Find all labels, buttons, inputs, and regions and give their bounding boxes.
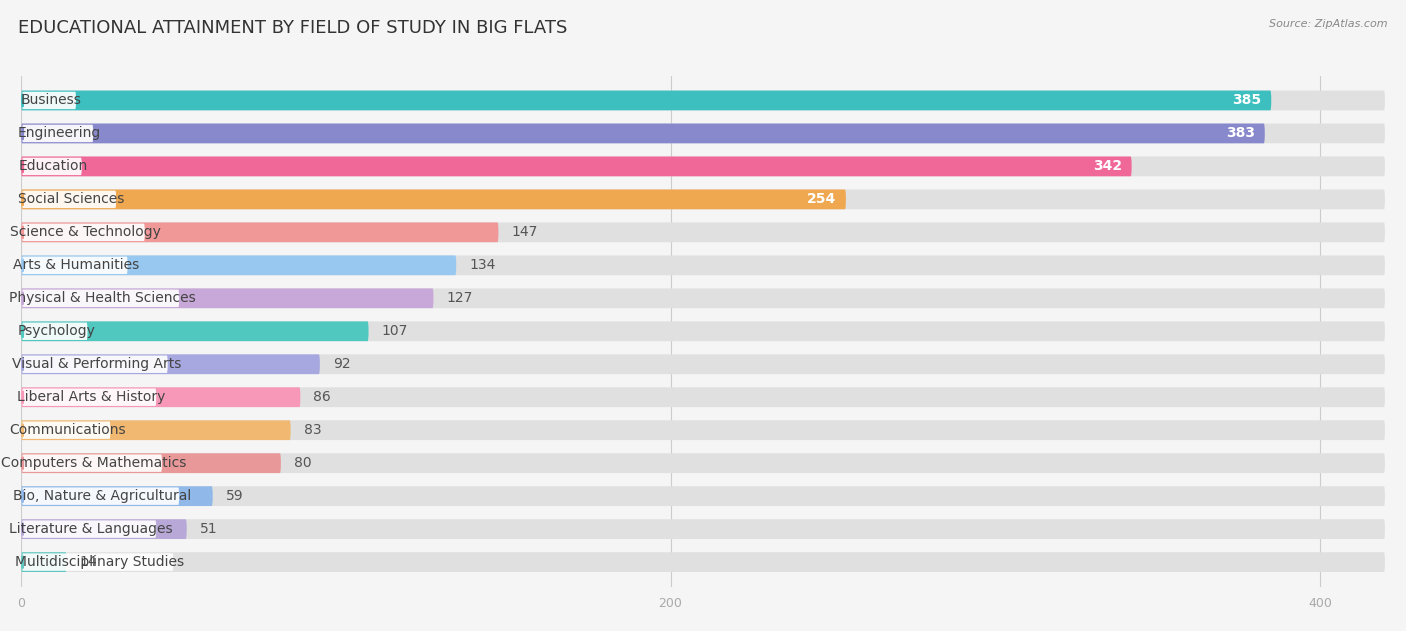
FancyBboxPatch shape [21, 487, 212, 506]
Text: Social Sciences: Social Sciences [18, 192, 124, 206]
Text: Visual & Performing Arts: Visual & Performing Arts [13, 357, 181, 371]
Text: 14: 14 [80, 555, 97, 569]
Text: Science & Technology: Science & Technology [10, 225, 160, 239]
Text: Engineering: Engineering [18, 126, 101, 141]
FancyBboxPatch shape [21, 355, 1385, 374]
FancyBboxPatch shape [21, 256, 456, 275]
FancyBboxPatch shape [21, 552, 1385, 572]
FancyBboxPatch shape [22, 322, 87, 340]
FancyBboxPatch shape [21, 321, 368, 341]
Text: 83: 83 [304, 423, 321, 437]
Text: Psychology: Psychology [18, 324, 96, 338]
FancyBboxPatch shape [22, 91, 76, 109]
FancyBboxPatch shape [21, 124, 1385, 143]
Text: 92: 92 [333, 357, 350, 371]
FancyBboxPatch shape [21, 387, 1385, 407]
FancyBboxPatch shape [21, 387, 301, 407]
Text: Arts & Humanities: Arts & Humanities [14, 258, 139, 273]
Text: 134: 134 [470, 258, 495, 273]
Text: Business: Business [20, 93, 82, 107]
FancyBboxPatch shape [21, 91, 1271, 110]
FancyBboxPatch shape [22, 422, 111, 439]
FancyBboxPatch shape [21, 288, 433, 308]
FancyBboxPatch shape [22, 487, 179, 505]
FancyBboxPatch shape [22, 290, 179, 307]
FancyBboxPatch shape [21, 124, 1265, 143]
FancyBboxPatch shape [21, 453, 281, 473]
Text: 80: 80 [294, 456, 312, 470]
FancyBboxPatch shape [22, 257, 128, 274]
FancyBboxPatch shape [22, 355, 167, 373]
FancyBboxPatch shape [21, 420, 291, 440]
Text: Multidisciplinary Studies: Multidisciplinary Studies [15, 555, 184, 569]
FancyBboxPatch shape [22, 223, 145, 241]
FancyBboxPatch shape [21, 519, 187, 539]
FancyBboxPatch shape [21, 519, 1385, 539]
Text: 51: 51 [200, 522, 218, 536]
FancyBboxPatch shape [22, 158, 82, 175]
Text: Source: ZipAtlas.com: Source: ZipAtlas.com [1270, 19, 1388, 29]
Text: 127: 127 [447, 292, 472, 305]
Text: Bio, Nature & Agricultural: Bio, Nature & Agricultural [13, 489, 191, 503]
FancyBboxPatch shape [21, 189, 1385, 209]
Text: Physical & Health Sciences: Physical & Health Sciences [8, 292, 195, 305]
FancyBboxPatch shape [21, 453, 1385, 473]
FancyBboxPatch shape [22, 553, 173, 571]
Text: 147: 147 [512, 225, 537, 239]
FancyBboxPatch shape [21, 487, 1385, 506]
FancyBboxPatch shape [21, 552, 66, 572]
Text: Computers & Mathematics: Computers & Mathematics [1, 456, 187, 470]
FancyBboxPatch shape [21, 156, 1385, 176]
Text: 385: 385 [1233, 93, 1261, 107]
Text: Liberal Arts & History: Liberal Arts & History [17, 390, 165, 404]
Text: 342: 342 [1092, 160, 1122, 174]
Text: Literature & Languages: Literature & Languages [8, 522, 173, 536]
FancyBboxPatch shape [22, 191, 117, 208]
FancyBboxPatch shape [21, 223, 499, 242]
Text: 383: 383 [1226, 126, 1256, 141]
Text: Communications: Communications [10, 423, 127, 437]
FancyBboxPatch shape [21, 420, 1385, 440]
FancyBboxPatch shape [21, 223, 1385, 242]
FancyBboxPatch shape [22, 521, 156, 538]
FancyBboxPatch shape [21, 321, 1385, 341]
Text: 107: 107 [381, 324, 408, 338]
Text: 59: 59 [226, 489, 243, 503]
FancyBboxPatch shape [21, 256, 1385, 275]
FancyBboxPatch shape [21, 355, 319, 374]
FancyBboxPatch shape [21, 288, 1385, 308]
FancyBboxPatch shape [22, 125, 93, 142]
Text: EDUCATIONAL ATTAINMENT BY FIELD OF STUDY IN BIG FLATS: EDUCATIONAL ATTAINMENT BY FIELD OF STUDY… [18, 19, 568, 37]
FancyBboxPatch shape [22, 454, 162, 472]
FancyBboxPatch shape [22, 389, 156, 406]
Text: 254: 254 [807, 192, 837, 206]
FancyBboxPatch shape [21, 91, 1385, 110]
Text: 86: 86 [314, 390, 330, 404]
FancyBboxPatch shape [21, 189, 846, 209]
FancyBboxPatch shape [21, 156, 1132, 176]
Text: Education: Education [20, 160, 89, 174]
